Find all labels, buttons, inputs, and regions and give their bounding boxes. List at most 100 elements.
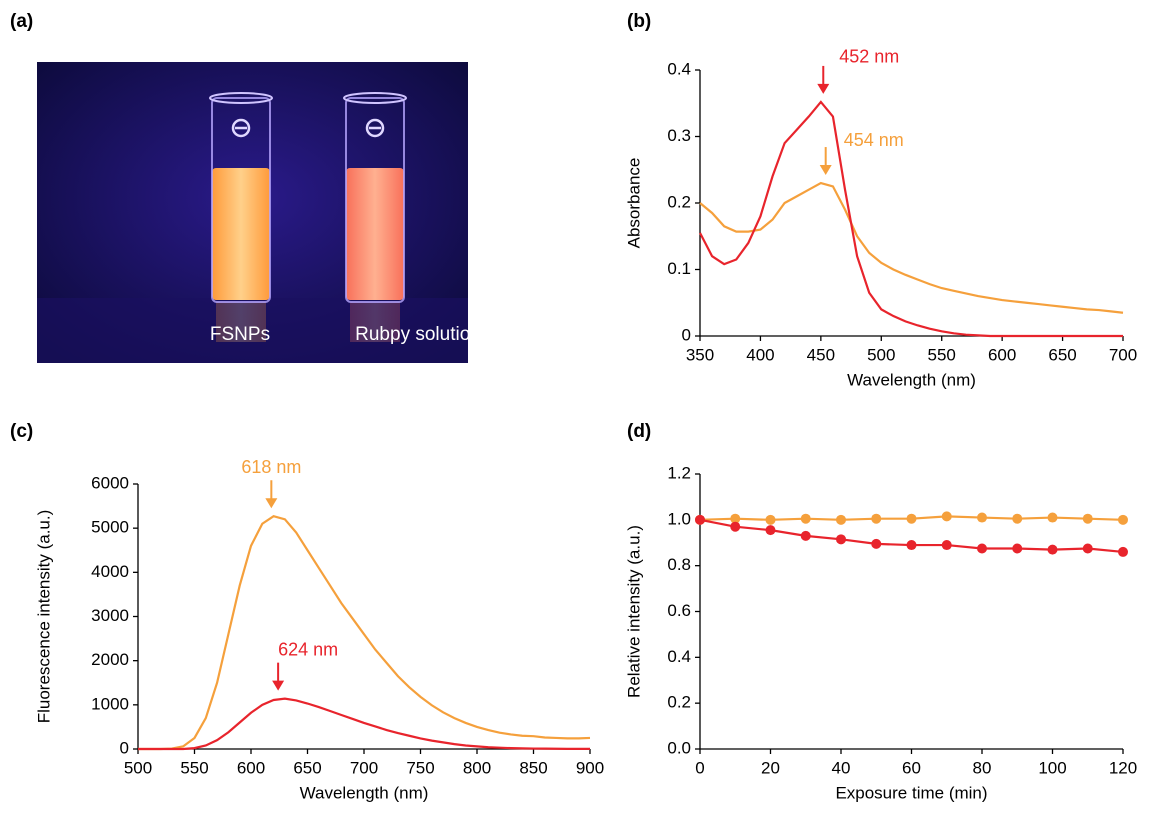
- data-point: [800, 530, 811, 541]
- x-tick-label: 650: [293, 758, 321, 777]
- vial-rim: [343, 92, 407, 104]
- y-axis-label: Relative intensity (a.u.): [624, 525, 643, 698]
- y-tick-label: 0.4: [667, 59, 691, 78]
- panel-label: (c): [10, 421, 33, 442]
- data-point: [1118, 546, 1128, 557]
- x-tick-label: 650: [1048, 345, 1076, 364]
- x-tick-label: 60: [902, 758, 921, 777]
- vial-reflection: [350, 302, 400, 342]
- series-line: [699, 100, 1123, 338]
- x-axis-label: Wavelength (nm): [847, 370, 976, 389]
- y-tick-label: 0.2: [667, 192, 691, 211]
- x-tick-label: 550: [928, 345, 956, 364]
- x-tick-label: 700: [350, 758, 378, 777]
- data-point: [695, 514, 705, 525]
- x-tick-label: 100: [1038, 758, 1066, 777]
- photo-label: FSNPs: [210, 324, 270, 345]
- y-tick-label: 1000: [91, 694, 129, 713]
- y-tick-label: 2000: [91, 650, 129, 669]
- y-tick-label: 3000: [91, 606, 129, 625]
- vial-rim: [209, 92, 273, 104]
- x-tick-label: 600: [237, 758, 265, 777]
- data-point: [730, 513, 741, 524]
- y-tick-label: 0.6: [667, 601, 691, 620]
- photo-label: Rubpy solution: [355, 324, 481, 345]
- x-tick-label: 400: [746, 345, 774, 364]
- data-point: [941, 540, 952, 551]
- data-point: [765, 525, 776, 536]
- y-tick-label: 4000: [91, 562, 129, 581]
- annotation-arrowhead: [272, 680, 285, 691]
- annotation-text: 452 nm: [839, 47, 899, 67]
- y-tick-label: 0: [682, 325, 691, 344]
- x-tick-label: 500: [867, 345, 895, 364]
- x-tick-label: 700: [1109, 345, 1137, 364]
- data-point: [1118, 514, 1128, 525]
- data-point: [730, 521, 741, 532]
- data-point: [1047, 512, 1058, 523]
- x-tick-label: 40: [832, 758, 851, 777]
- y-tick-label: 1.0: [667, 509, 691, 528]
- series-line: [138, 697, 590, 751]
- annotation-arrowhead: [817, 83, 830, 94]
- y-tick-label: 0.3: [667, 126, 691, 145]
- y-tick-label: 0: [120, 738, 129, 757]
- data-point: [836, 534, 846, 545]
- y-axis-label: Absorbance: [624, 158, 643, 249]
- data-point: [836, 514, 846, 525]
- annotation-text: 618 nm: [241, 457, 301, 477]
- x-tick-label: 550: [180, 758, 208, 777]
- x-axis-label: Wavelength (nm): [300, 783, 429, 802]
- vial-logo: [365, 118, 385, 138]
- vial-liquid: [346, 168, 404, 300]
- annotation-text: 624 nm: [278, 639, 338, 659]
- x-tick-label: 80: [973, 758, 992, 777]
- y-tick-label: 6000: [91, 473, 129, 492]
- data-point: [800, 513, 811, 524]
- x-tick-label: 800: [463, 758, 491, 777]
- data-point: [941, 511, 952, 522]
- x-tick-label: 750: [406, 758, 434, 777]
- vial-glass: [211, 97, 271, 303]
- x-tick-label: 120: [1109, 758, 1137, 777]
- y-tick-label: 1.2: [667, 463, 691, 482]
- data-point: [977, 512, 987, 523]
- panel-label: (a): [10, 11, 33, 32]
- data-point: [1012, 543, 1023, 554]
- data-point: [1012, 513, 1023, 524]
- y-tick-label: 0.8: [667, 555, 691, 574]
- data-point: [1082, 513, 1093, 524]
- x-tick-label: 20: [761, 758, 780, 777]
- series-line: [699, 181, 1124, 314]
- panel-label: (d): [627, 421, 651, 442]
- vial-logo: [231, 118, 251, 138]
- x-tick-label: 0: [695, 758, 704, 777]
- x-tick-label: 450: [807, 345, 835, 364]
- x-tick-label: 600: [988, 345, 1016, 364]
- x-tick-label: 350: [686, 345, 714, 364]
- annotation-arrowhead: [265, 498, 278, 509]
- x-tick-label: 500: [124, 758, 152, 777]
- data-point: [871, 513, 882, 524]
- series-line: [138, 515, 591, 751]
- data-point: [1082, 543, 1093, 554]
- x-tick-label: 900: [576, 758, 604, 777]
- vial-liquid: [212, 168, 270, 300]
- data-point: [871, 538, 882, 549]
- annotation-text: 454 nm: [844, 130, 904, 150]
- y-tick-label: 5000: [91, 518, 129, 537]
- data-point: [765, 514, 776, 525]
- data-point: [906, 513, 917, 524]
- x-axis-label: Exposure time (min): [835, 783, 987, 802]
- panel-label: (b): [627, 11, 651, 32]
- y-tick-label: 0.4: [667, 647, 691, 666]
- y-tick-label: 0.2: [667, 693, 691, 712]
- y-tick-label: 0.1: [667, 259, 691, 278]
- vial-glass: [345, 97, 405, 303]
- vial-reflection: [216, 302, 266, 342]
- data-point: [1047, 544, 1058, 555]
- x-tick-label: 850: [519, 758, 547, 777]
- data-point: [977, 543, 987, 554]
